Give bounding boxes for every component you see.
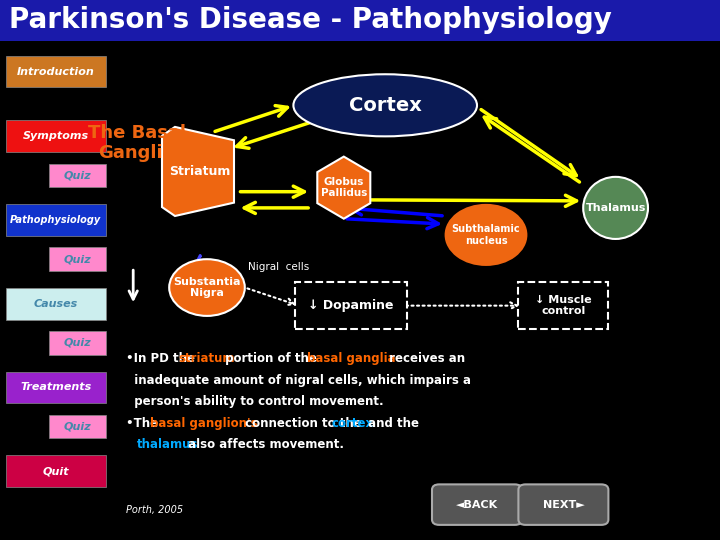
FancyBboxPatch shape bbox=[6, 288, 106, 320]
Text: also affects movement.: also affects movement. bbox=[184, 438, 343, 451]
Text: Substantia
Nigra: Substantia Nigra bbox=[174, 276, 240, 298]
Text: Introduction: Introduction bbox=[17, 66, 94, 77]
Text: Causes: Causes bbox=[34, 299, 78, 309]
Text: thalamus: thalamus bbox=[137, 438, 198, 451]
Text: striatum: striatum bbox=[179, 352, 235, 365]
Text: portion of the: portion of the bbox=[221, 352, 321, 365]
FancyBboxPatch shape bbox=[6, 455, 106, 487]
FancyBboxPatch shape bbox=[49, 415, 106, 438]
Text: •In PD the: •In PD the bbox=[126, 352, 199, 365]
FancyBboxPatch shape bbox=[432, 484, 522, 525]
Text: Quiz: Quiz bbox=[63, 171, 91, 180]
Text: Cortex: Cortex bbox=[348, 96, 422, 115]
Text: •The: •The bbox=[126, 417, 162, 430]
Text: Porth, 2005: Porth, 2005 bbox=[126, 505, 183, 515]
Polygon shape bbox=[318, 157, 370, 219]
Text: inadequate amount of nigral cells, which impairs a: inadequate amount of nigral cells, which… bbox=[126, 374, 471, 387]
Text: connection to the: connection to the bbox=[241, 417, 366, 430]
Text: Symptoms: Symptoms bbox=[23, 131, 89, 141]
Text: receives an: receives an bbox=[385, 352, 465, 365]
Text: NEXT►: NEXT► bbox=[543, 500, 584, 510]
FancyBboxPatch shape bbox=[518, 282, 608, 329]
FancyBboxPatch shape bbox=[6, 204, 106, 236]
Text: ↓ Dopamine: ↓ Dopamine bbox=[308, 299, 394, 312]
Text: Thalamus: Thalamus bbox=[585, 203, 646, 213]
Text: Globus
Pallidus: Globus Pallidus bbox=[320, 177, 367, 199]
Text: Nigral  cells: Nigral cells bbox=[248, 262, 310, 272]
Text: The Basal
Ganglia: The Basal Ganglia bbox=[88, 124, 186, 163]
FancyBboxPatch shape bbox=[295, 282, 407, 329]
Text: basal ganglion's: basal ganglion's bbox=[150, 417, 258, 430]
Ellipse shape bbox=[294, 74, 477, 136]
Text: and the: and the bbox=[364, 417, 418, 430]
Text: Quiz: Quiz bbox=[63, 422, 91, 431]
Text: Quiz: Quiz bbox=[63, 254, 91, 264]
Polygon shape bbox=[162, 127, 234, 216]
Text: Subthalamic
nucleus: Subthalamic nucleus bbox=[451, 224, 521, 246]
Text: Pathophysiology: Pathophysiology bbox=[10, 215, 102, 225]
Text: cortex: cortex bbox=[332, 417, 374, 430]
FancyBboxPatch shape bbox=[6, 56, 106, 87]
Text: ◄BACK: ◄BACK bbox=[456, 500, 498, 510]
Text: Quiz: Quiz bbox=[63, 338, 91, 348]
FancyBboxPatch shape bbox=[518, 484, 608, 525]
FancyBboxPatch shape bbox=[49, 331, 106, 355]
Text: basal ganglia: basal ganglia bbox=[307, 352, 396, 365]
Text: Parkinson's Disease - Pathophysiology: Parkinson's Disease - Pathophysiology bbox=[9, 6, 611, 34]
Text: Treatments: Treatments bbox=[20, 382, 91, 393]
Text: Quit: Quit bbox=[42, 466, 69, 476]
FancyBboxPatch shape bbox=[49, 247, 106, 271]
FancyBboxPatch shape bbox=[6, 372, 106, 403]
Text: Striatum: Striatum bbox=[168, 165, 230, 178]
FancyBboxPatch shape bbox=[0, 0, 720, 40]
Text: person's ability to control movement.: person's ability to control movement. bbox=[126, 395, 384, 408]
Text: ↓ Muscle
control: ↓ Muscle control bbox=[535, 295, 592, 316]
Ellipse shape bbox=[445, 204, 528, 266]
Ellipse shape bbox=[583, 177, 648, 239]
FancyBboxPatch shape bbox=[49, 164, 106, 187]
FancyBboxPatch shape bbox=[6, 120, 106, 152]
Ellipse shape bbox=[169, 259, 245, 316]
